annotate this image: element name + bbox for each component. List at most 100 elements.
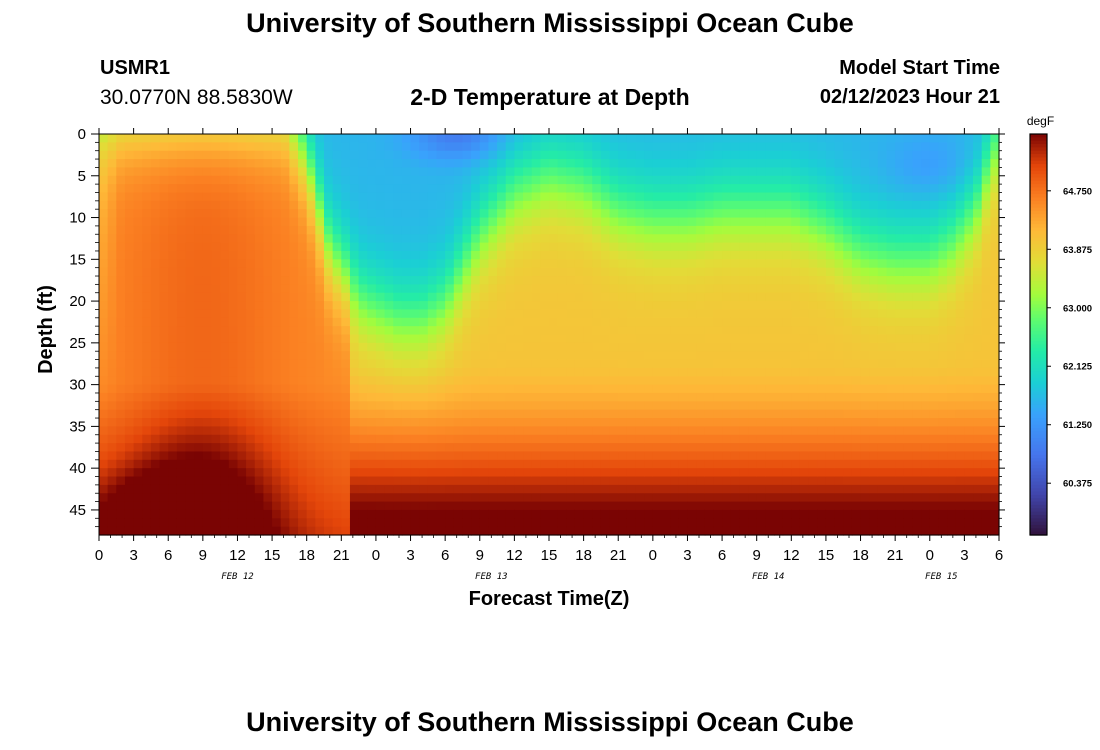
heatmap-cell <box>194 326 204 336</box>
heatmap-cell <box>670 242 680 252</box>
heatmap-cell <box>306 468 316 478</box>
heatmap-cell <box>194 484 204 494</box>
heatmap-cell <box>851 409 862 419</box>
heatmap-cell <box>791 426 801 436</box>
heatmap-cell <box>289 401 299 411</box>
heatmap-cell <box>678 359 689 369</box>
heatmap-cell <box>401 175 412 185</box>
heatmap-cell <box>869 192 879 202</box>
heatmap-cell <box>644 184 654 194</box>
heatmap-cell <box>618 342 628 352</box>
heatmap-cell <box>237 200 247 210</box>
heatmap-cell <box>704 409 715 419</box>
heatmap-cell <box>981 217 991 227</box>
heatmap-cell <box>237 276 247 285</box>
heatmap-cell <box>531 518 541 528</box>
heatmap-cell <box>358 459 368 469</box>
heatmap-cell <box>609 150 619 160</box>
heatmap-cell <box>375 384 386 394</box>
heatmap-cell <box>574 267 585 277</box>
heatmap-cell <box>306 200 316 210</box>
heatmap-cell <box>410 367 420 377</box>
heatmap-cell <box>471 301 481 311</box>
heatmap-cell <box>566 526 576 536</box>
heatmap-cell <box>124 250 135 260</box>
heatmap-cell <box>661 225 671 235</box>
heatmap-cell <box>782 167 792 177</box>
heatmap-cell <box>445 142 455 152</box>
heatmap-cell <box>419 493 429 503</box>
heatmap-cell <box>419 217 429 227</box>
heatmap-cell <box>298 259 308 269</box>
heatmap-cell <box>609 192 619 202</box>
heatmap-cell <box>756 250 766 260</box>
heatmap-cell <box>661 142 671 152</box>
heatmap-cell <box>159 384 169 394</box>
heatmap-cell <box>557 426 567 436</box>
heatmap-cell <box>445 134 455 143</box>
heatmap-cell <box>237 259 247 269</box>
heatmap-cell <box>981 175 991 185</box>
heatmap-cell <box>938 234 948 244</box>
heatmap-cell <box>964 459 974 469</box>
heatmap-cell <box>825 376 836 386</box>
heatmap-cell <box>228 493 239 503</box>
heatmap-cell <box>150 476 161 486</box>
heatmap-cell <box>194 292 204 302</box>
heatmap-cell <box>427 326 438 336</box>
heatmap-cell <box>358 501 368 511</box>
heatmap-cell <box>921 418 931 427</box>
heatmap-cell <box>375 159 386 169</box>
heatmap-cell <box>678 334 689 344</box>
heatmap-cell <box>427 392 438 402</box>
heatmap-cell <box>168 259 178 269</box>
heatmap-cell <box>791 493 801 503</box>
heatmap-cell <box>427 134 438 143</box>
heatmap-cell <box>895 493 905 503</box>
heatmap-cell <box>704 309 715 319</box>
heatmap-cell <box>670 468 680 478</box>
heatmap-cell <box>116 367 126 377</box>
heatmap-cell <box>938 159 948 169</box>
heatmap-cell <box>869 217 879 227</box>
heatmap-cell <box>116 359 126 369</box>
heatmap-cell <box>990 167 1000 177</box>
heatmap-cell <box>921 134 931 143</box>
heatmap-cell <box>574 384 585 394</box>
heatmap-cell <box>436 250 446 260</box>
heatmap-cell <box>133 434 143 444</box>
heatmap-cell <box>670 142 680 152</box>
heatmap-cell <box>341 192 351 202</box>
heatmap-cell <box>107 367 117 377</box>
heatmap-cell <box>843 426 853 436</box>
heatmap-cell <box>851 242 862 252</box>
heatmap-cell <box>445 209 455 219</box>
heatmap-cell <box>834 493 844 503</box>
heatmap-cell <box>756 351 766 361</box>
heatmap-cell <box>194 384 204 394</box>
heatmap-cell <box>341 276 351 285</box>
heatmap-cell <box>678 234 689 244</box>
heatmap-cell <box>592 192 602 202</box>
heatmap-cell <box>730 526 740 536</box>
heatmap-cell <box>574 192 585 202</box>
heatmap-cell <box>791 259 801 269</box>
heatmap-cell <box>488 234 498 244</box>
heatmap-cell <box>609 175 619 185</box>
heatmap-cell <box>358 384 368 394</box>
heatmap-cell <box>427 476 438 486</box>
heatmap-cell <box>808 150 818 160</box>
heatmap-cell <box>851 426 862 436</box>
heatmap-cell <box>462 192 472 202</box>
heatmap-cell <box>211 451 221 461</box>
heatmap-cell <box>124 134 135 143</box>
heatmap-cell <box>497 476 507 486</box>
heatmap-cell <box>358 509 368 519</box>
heatmap-cell <box>592 426 602 436</box>
heatmap-cell <box>393 309 403 319</box>
heatmap-cell <box>912 384 922 394</box>
heatmap-cell <box>955 493 965 503</box>
heatmap-cell <box>964 175 974 185</box>
heatmap-cell <box>566 134 576 143</box>
heatmap-cell <box>220 250 230 260</box>
